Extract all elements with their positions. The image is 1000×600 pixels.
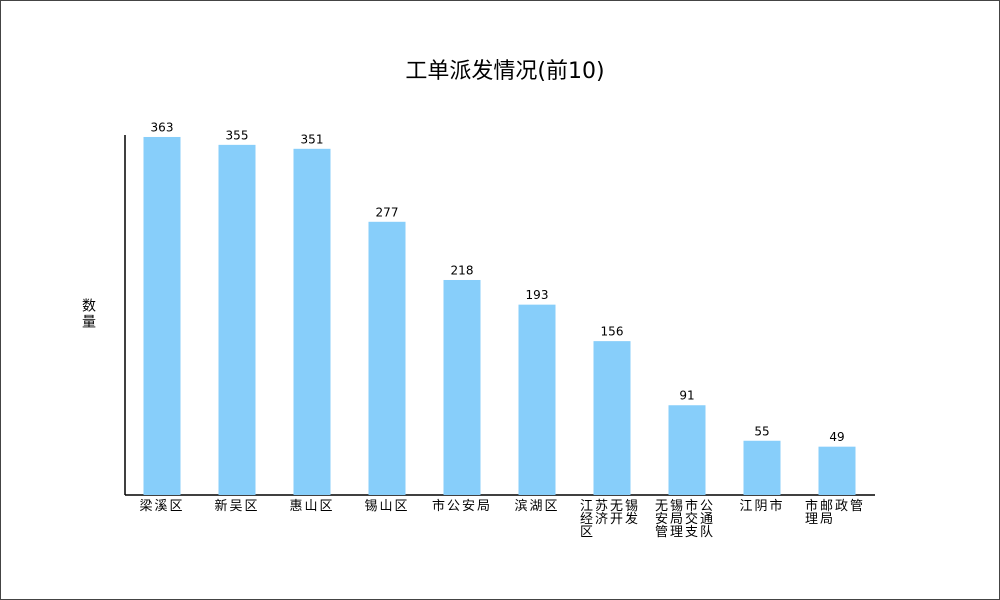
bar [293, 148, 331, 495]
bar [818, 446, 856, 495]
x-tick-label-box: 市公安局 [425, 500, 500, 513]
x-tick-label-box: 市邮政管理局 [800, 500, 875, 526]
x-tick-label-box: 江阴市 [725, 500, 800, 513]
x-tick-label: 市公安局 [431, 499, 492, 514]
value-label: 49 [829, 430, 844, 444]
x-tick-label-box: 无锡市公安局交通管理支队 [650, 500, 725, 539]
value-label: 55 [754, 424, 769, 438]
bar [593, 341, 631, 495]
y-axis-label: 数量 [80, 298, 96, 330]
value-label: 156 [601, 325, 624, 339]
bar [443, 279, 481, 495]
x-tick-label-box: 锡山区 [350, 500, 425, 513]
value-label: 355 [226, 128, 249, 142]
x-tick-label: 市邮政管理局 [805, 499, 866, 527]
x-tick-label-box: 滨湖区 [500, 500, 575, 513]
bar [518, 304, 556, 495]
chart-title: 工单派发情况(前10) [405, 59, 604, 84]
x-tick-label: 锡山区 [364, 499, 410, 514]
bar [743, 440, 781, 495]
value-label: 193 [526, 288, 549, 302]
x-tick-label: 惠山区 [289, 499, 335, 514]
bar [368, 221, 406, 495]
x-tick-label-box: 江苏无锡经济开发区 [575, 500, 650, 539]
x-tick-label: 梁溪区 [139, 499, 185, 514]
x-tick-label-box: 惠山区 [275, 500, 350, 513]
value-label: 218 [451, 263, 474, 277]
bar [668, 405, 706, 495]
x-tick-label: 滨湖区 [514, 499, 560, 514]
bar [218, 144, 256, 495]
value-label: 363 [151, 120, 174, 134]
bar [143, 136, 181, 495]
value-label: 277 [376, 205, 399, 219]
x-tick-label-box: 梁溪区 [125, 500, 200, 513]
x-tick-label: 无锡市公安局交通管理支队 [655, 499, 716, 540]
x-tick-label-box: 新吴区 [200, 500, 275, 513]
value-label: 91 [679, 389, 694, 403]
x-tick-label: 江阴市 [739, 499, 785, 514]
value-label: 351 [301, 132, 324, 146]
x-tick-label: 新吴区 [214, 499, 260, 514]
x-tick-label: 江苏无锡经济开发区 [580, 499, 641, 540]
